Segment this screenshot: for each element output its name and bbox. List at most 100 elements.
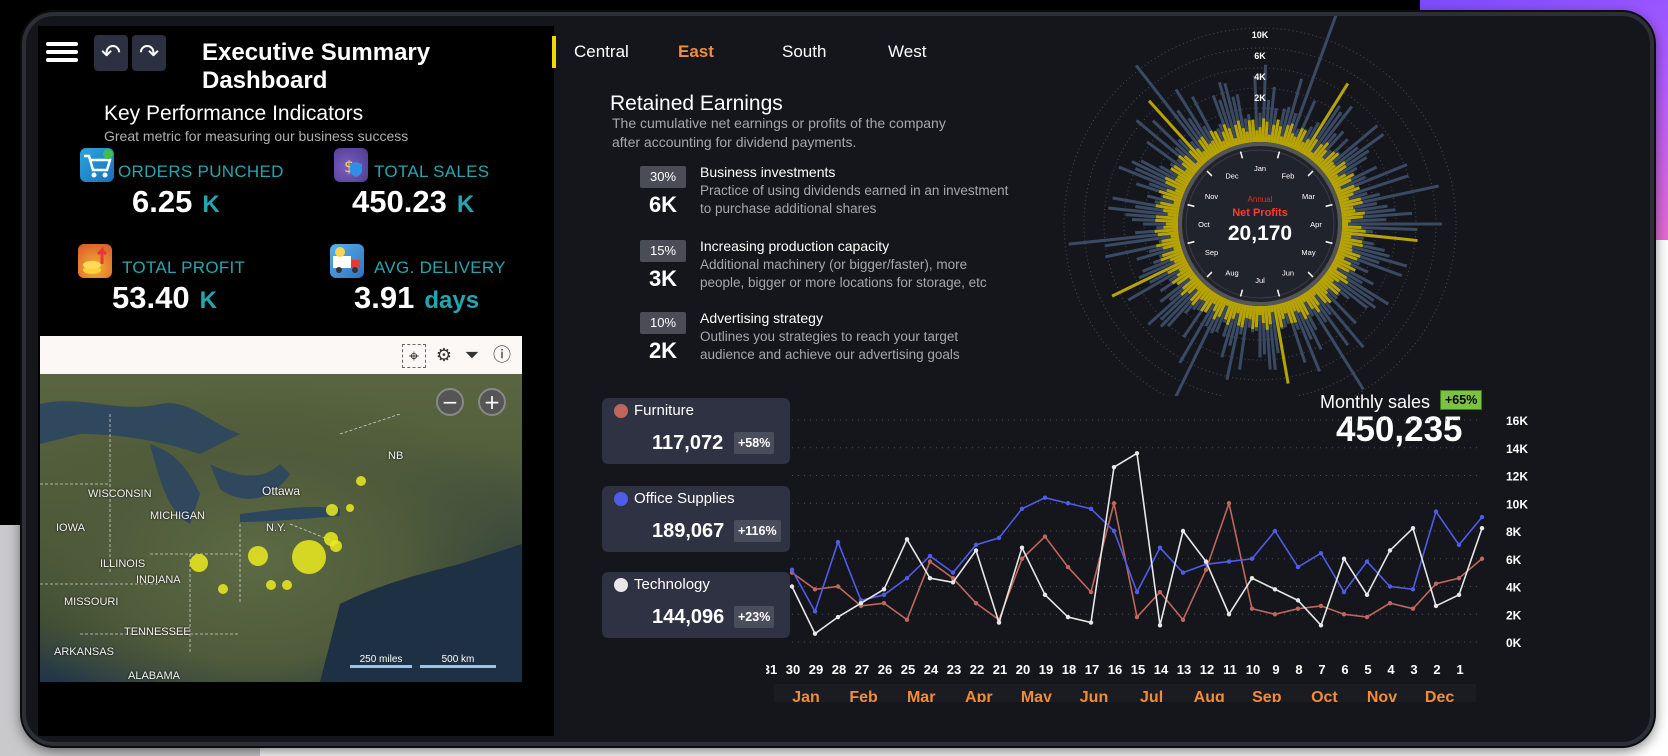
- data-point[interactable]: [1272, 587, 1278, 592]
- data-point[interactable]: [1433, 581, 1439, 586]
- month-label[interactable]: Dec: [1425, 689, 1454, 702]
- data-point[interactable]: [950, 570, 956, 575]
- data-point[interactable]: [1272, 528, 1278, 534]
- help-icon[interactable]: ⓘ: [493, 345, 511, 366]
- zoom-in-button[interactable]: +: [478, 388, 506, 416]
- data-point[interactable]: [1249, 575, 1255, 581]
- data-point[interactable]: [927, 575, 933, 581]
- month-label[interactable]: May: [1021, 689, 1052, 702]
- data-point[interactable]: [1065, 564, 1071, 570]
- data-point[interactable]: [1387, 600, 1393, 606]
- data-point[interactable]: [1433, 509, 1439, 514]
- data-point[interactable]: [789, 567, 795, 573]
- data-point[interactable]: [1364, 559, 1370, 564]
- data-point[interactable]: [1479, 556, 1485, 561]
- data-point[interactable]: [1134, 614, 1140, 620]
- data-point[interactable]: [1088, 620, 1094, 625]
- data-point[interactable]: [1042, 592, 1048, 598]
- data-point[interactable]: [904, 575, 910, 581]
- data-point[interactable]: [1088, 506, 1094, 511]
- data-point[interactable]: [1318, 551, 1324, 556]
- tab-south[interactable]: South: [782, 42, 827, 61]
- month-label[interactable]: Nov: [1367, 689, 1397, 702]
- data-point[interactable]: [1065, 614, 1071, 620]
- data-point[interactable]: [1272, 612, 1278, 617]
- data-point[interactable]: [1410, 587, 1416, 592]
- data-point[interactable]: [1088, 589, 1094, 595]
- data-point[interactable]: [1180, 528, 1186, 534]
- data-point[interactable]: [1203, 559, 1209, 564]
- data-point[interactable]: [1042, 534, 1048, 539]
- data-point[interactable]: [789, 584, 795, 589]
- data-point[interactable]: [1019, 506, 1025, 511]
- data-point[interactable]: [1226, 559, 1232, 564]
- map-canvas[interactable]: − + NB Ottawa WISCONSIN MICHIGAN N.Y. IO…: [40, 374, 522, 682]
- tab-east[interactable]: East: [678, 42, 714, 61]
- gear-icon[interactable]: ⚙: [435, 345, 453, 366]
- data-point[interactable]: [950, 575, 956, 581]
- data-point[interactable]: [881, 600, 887, 606]
- data-point[interactable]: [1019, 545, 1025, 550]
- month-label[interactable]: Mar: [907, 689, 935, 702]
- data-point[interactable]: [1111, 501, 1117, 506]
- data-point[interactable]: [1042, 495, 1048, 500]
- data-point[interactable]: [1295, 564, 1301, 570]
- data-point[interactable]: [1180, 617, 1186, 622]
- map-bubble[interactable]: [356, 476, 366, 486]
- zoom-out-button[interactable]: −: [436, 388, 464, 416]
- data-point[interactable]: [1387, 584, 1393, 589]
- data-point[interactable]: [1226, 501, 1232, 506]
- map-bubble[interactable]: [190, 554, 208, 572]
- map-bubble[interactable]: [326, 504, 338, 516]
- data-point[interactable]: [1456, 575, 1462, 581]
- data-point[interactable]: [1410, 526, 1416, 531]
- month-label[interactable]: Feb: [849, 689, 878, 702]
- map-bubble[interactable]: [248, 546, 268, 566]
- data-point[interactable]: [973, 548, 979, 553]
- data-point[interactable]: [1019, 556, 1025, 561]
- data-point[interactable]: [1295, 606, 1301, 611]
- data-point[interactable]: [1157, 589, 1163, 595]
- data-point[interactable]: [1341, 556, 1347, 561]
- category-card-technology[interactable]: Technology 144,096 +23%: [602, 572, 790, 638]
- data-point[interactable]: [1410, 606, 1416, 611]
- category-card-office-supplies[interactable]: Office Supplies 189,067 +116%: [602, 486, 790, 552]
- data-point[interactable]: [973, 600, 979, 606]
- map-bubble[interactable]: [346, 504, 354, 512]
- data-point[interactable]: [1134, 589, 1140, 595]
- data-point[interactable]: [996, 620, 1002, 625]
- data-point[interactable]: [1249, 556, 1255, 561]
- data-point[interactable]: [1157, 545, 1163, 550]
- data-point[interactable]: [812, 609, 818, 614]
- data-point[interactable]: [881, 587, 887, 592]
- map-bubble[interactable]: [218, 584, 228, 594]
- data-point[interactable]: [927, 553, 933, 559]
- month-label[interactable]: Sep: [1252, 689, 1282, 702]
- month-label[interactable]: Aug: [1194, 689, 1225, 702]
- data-point[interactable]: [1364, 592, 1370, 598]
- data-point[interactable]: [1203, 567, 1209, 573]
- data-point[interactable]: [904, 617, 910, 622]
- data-point[interactable]: [835, 539, 841, 545]
- data-point[interactable]: [1157, 623, 1163, 628]
- data-point[interactable]: [904, 537, 910, 542]
- data-point[interactable]: [1295, 598, 1301, 603]
- data-point[interactable]: [881, 592, 887, 598]
- month-label[interactable]: Oct: [1311, 689, 1338, 702]
- map-bubble[interactable]: [292, 540, 326, 574]
- data-point[interactable]: [950, 580, 956, 585]
- data-point[interactable]: [812, 587, 818, 592]
- data-point[interactable]: [1180, 570, 1186, 575]
- month-label[interactable]: Jul: [1140, 689, 1163, 702]
- category-card-furniture[interactable]: Furniture 117,072 +58%: [602, 398, 790, 464]
- data-point[interactable]: [1341, 612, 1347, 617]
- data-point[interactable]: [1111, 464, 1117, 470]
- data-point[interactable]: [1341, 589, 1347, 595]
- data-point[interactable]: [1318, 623, 1324, 628]
- map-bubble[interactable]: [282, 580, 292, 590]
- data-point[interactable]: [835, 584, 841, 589]
- month-label[interactable]: Jun: [1080, 689, 1108, 702]
- filter-icon[interactable]: ⏷: [464, 345, 480, 366]
- data-point[interactable]: [1456, 542, 1462, 548]
- data-point[interactable]: [1318, 603, 1324, 609]
